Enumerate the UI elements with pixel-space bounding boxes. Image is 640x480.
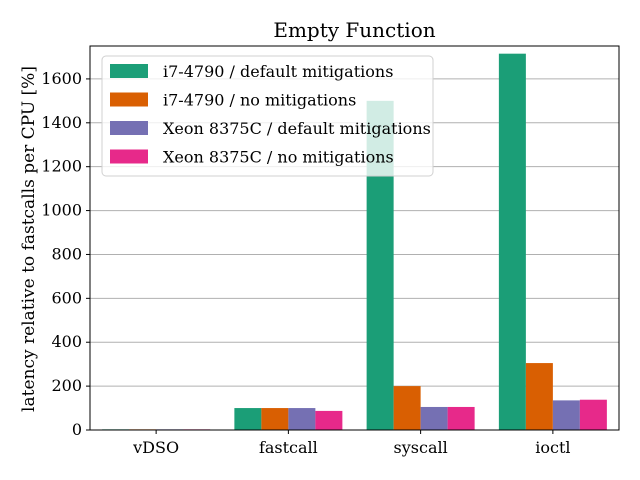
bar — [234, 408, 262, 430]
bar — [579, 399, 607, 430]
legend-box — [101, 55, 434, 177]
y-tick-label: 1400 — [41, 113, 82, 132]
legend-label: Xeon 8375C / default mitigations — [163, 119, 431, 138]
legend-label: i7-4790 / default mitigations — [163, 62, 393, 81]
y-tick-label: 200 — [51, 376, 82, 395]
bar — [261, 408, 289, 430]
legend-swatch — [110, 149, 148, 164]
bar — [552, 400, 580, 430]
bar — [525, 363, 553, 430]
bar — [393, 386, 421, 430]
y-tick-label: 1000 — [41, 201, 82, 220]
bar — [420, 406, 448, 430]
legend-label: Xeon 8375C / no mitigations — [163, 148, 394, 167]
y-tick-label: 400 — [51, 332, 82, 351]
x-tick-label: syscall — [394, 438, 448, 457]
y-tick-label: 1600 — [41, 69, 82, 88]
x-tick-label: vDSO — [132, 438, 179, 457]
legend-swatch — [110, 121, 148, 135]
axes: 0 200 400 600 800 1000 1200 1400 1600 vDSO fastcal… — [41, 45, 620, 457]
legend: i7-4790 / default mitigations i7-4790 / n… — [101, 55, 434, 177]
y-tick-label: 600 — [51, 288, 82, 307]
bar — [498, 53, 526, 431]
y-tick-label: 800 — [51, 244, 82, 263]
x-tick-label: fastcall — [259, 438, 318, 457]
bar — [288, 408, 316, 430]
chart-title: Empty Function — [273, 18, 435, 42]
bar — [315, 410, 343, 430]
y-tick-label: 0 — [72, 420, 82, 439]
legend-label: i7-4790 / no mitigations — [163, 91, 356, 110]
x-tick-label: ioctl — [535, 438, 570, 457]
y-tick-label: 1200 — [41, 157, 82, 176]
y-axis-label: latency relative to fastcalls per CPU [%… — [19, 66, 39, 412]
legend-swatch — [110, 92, 148, 107]
plot-frame — [89, 45, 620, 431]
legend-swatch — [110, 64, 148, 78]
bar — [447, 406, 475, 430]
